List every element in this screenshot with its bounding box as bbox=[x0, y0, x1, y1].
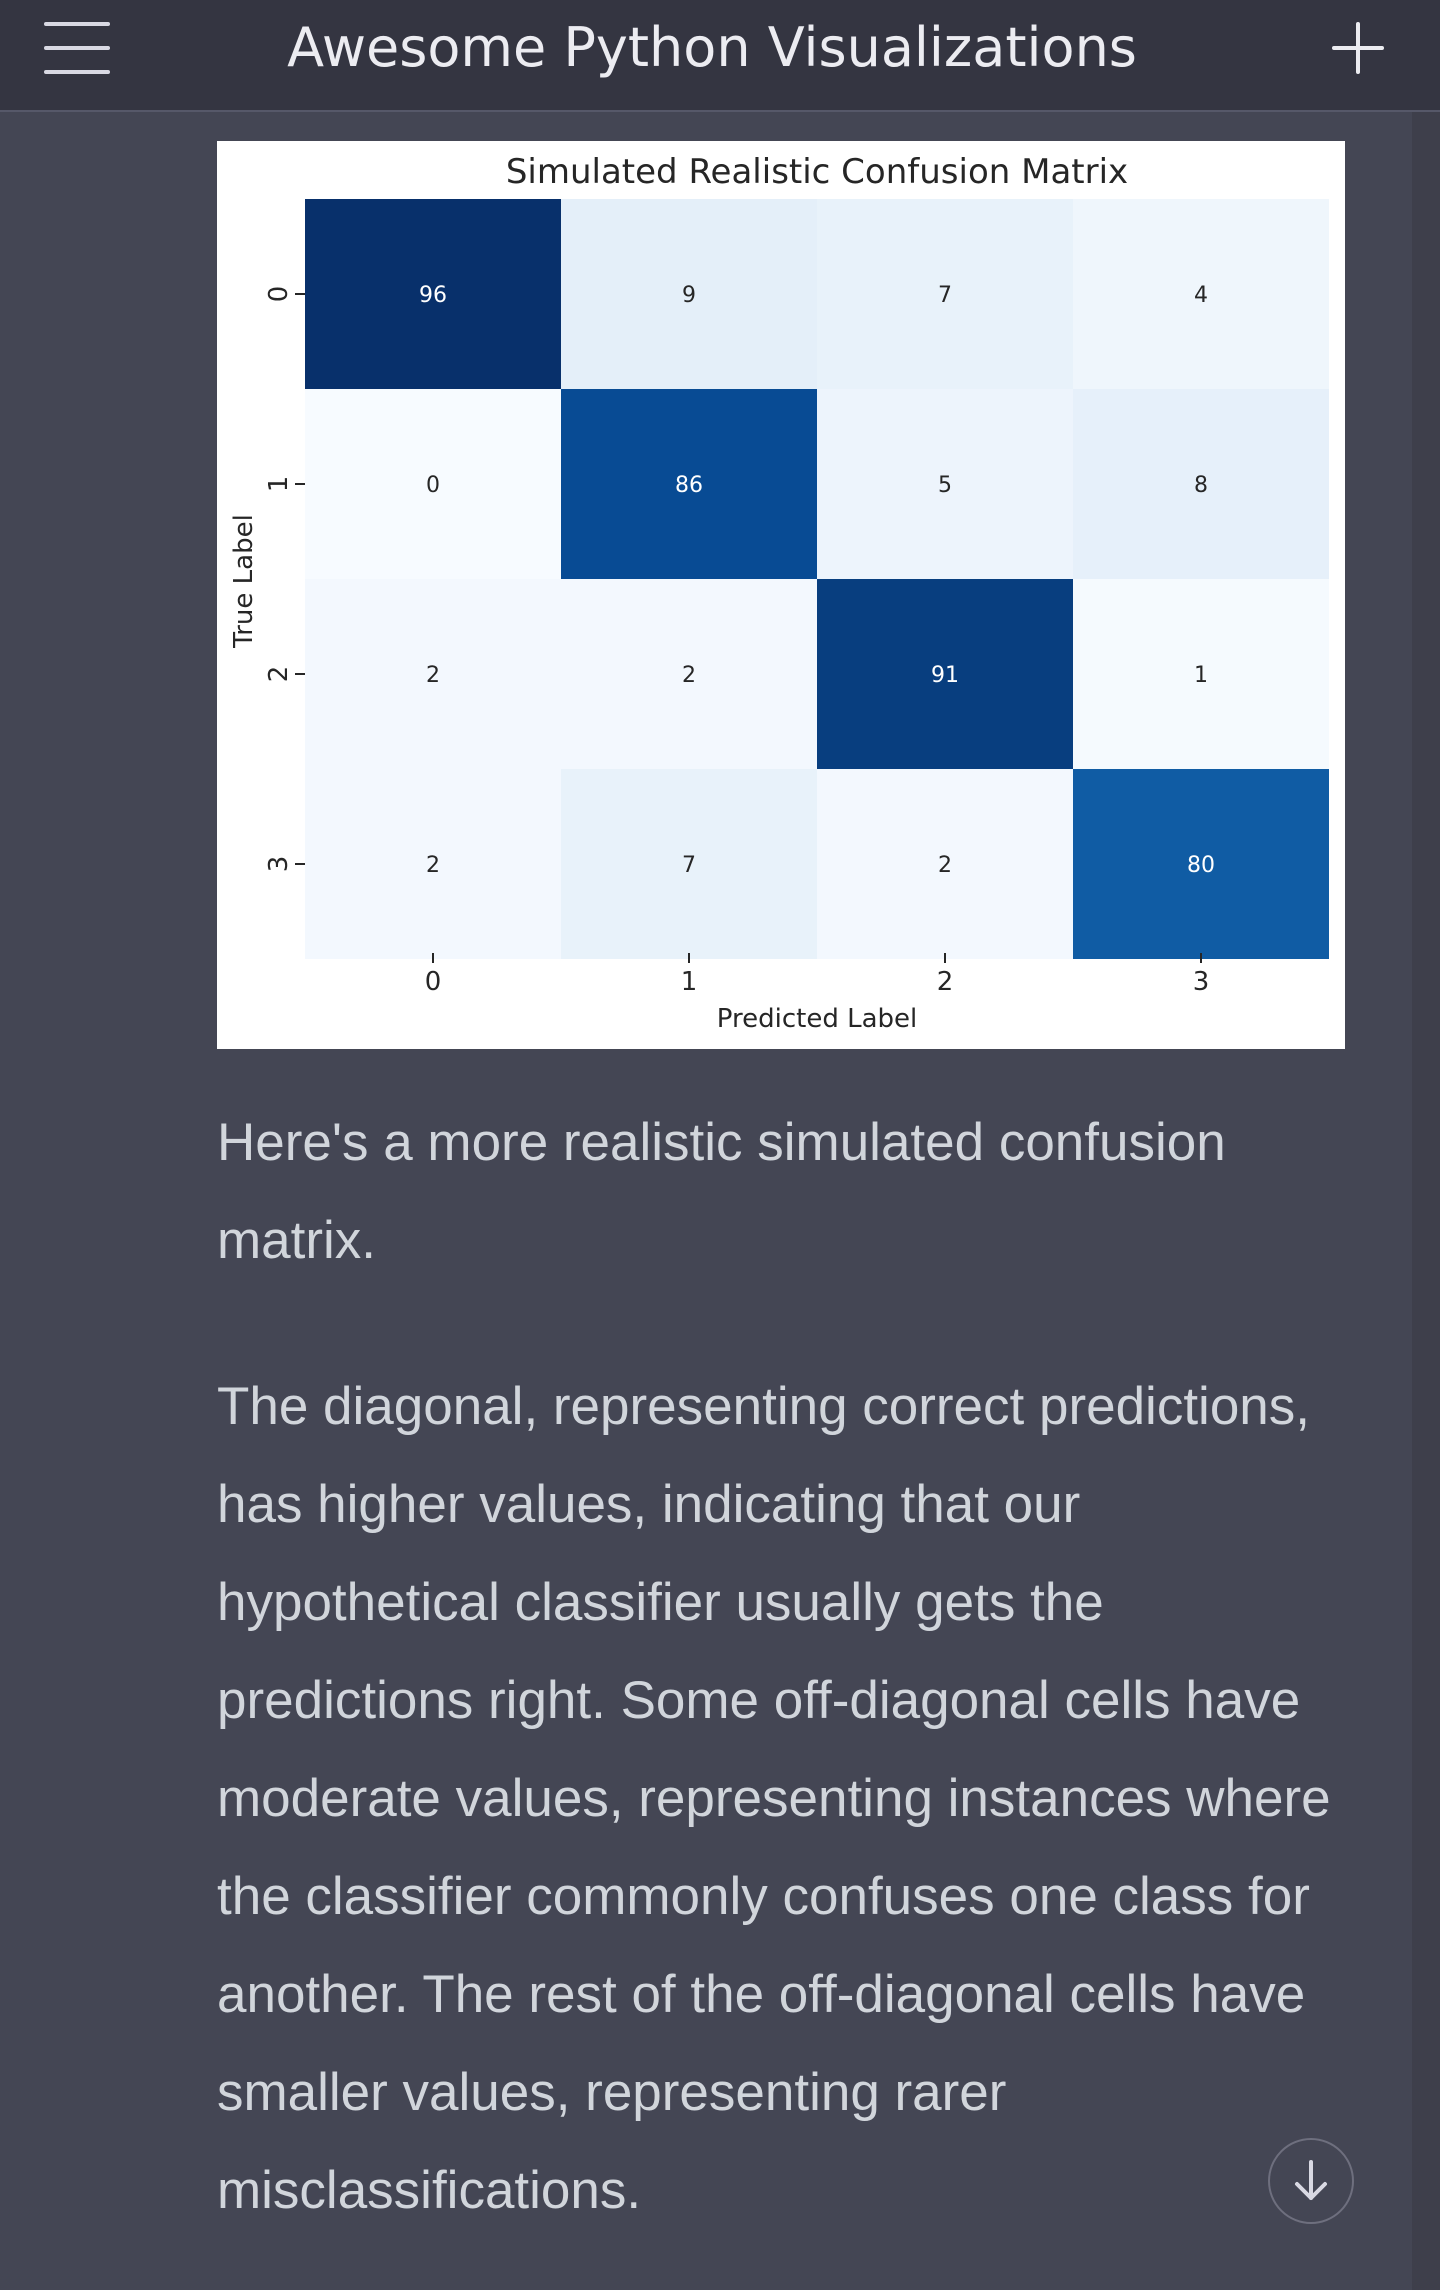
cell-value-label: 1 bbox=[1194, 663, 1208, 688]
axis-ticks: 0 1 2 3 0 1 2 3 bbox=[264, 286, 1209, 997]
heatmap-cell bbox=[305, 769, 561, 959]
cell-value-label: 0 bbox=[426, 473, 440, 498]
heatmap-cell bbox=[1073, 199, 1329, 389]
top-bar: Awesome Python Visualizations bbox=[0, 0, 1440, 112]
cell-value-label: 2 bbox=[682, 663, 696, 688]
cell-value-label: 7 bbox=[682, 853, 696, 878]
cell-value-label: 4 bbox=[1194, 283, 1208, 308]
heatmap-cell bbox=[817, 389, 1073, 579]
heatmap-cell bbox=[305, 389, 561, 579]
cell-value-label: 5 bbox=[938, 473, 952, 498]
confusion-matrix-chart: Simulated Realistic Confusion Matrix 96 9… bbox=[217, 141, 1345, 1049]
scroll-to-bottom-button[interactable] bbox=[1268, 2138, 1354, 2224]
chart-svg: Simulated Realistic Confusion Matrix 96 9… bbox=[229, 152, 1329, 1034]
heatmap-cell bbox=[817, 579, 1073, 769]
cell-value-label: 8 bbox=[1194, 473, 1208, 498]
heatmap-cell bbox=[561, 579, 817, 769]
y-axis-label: True Label bbox=[229, 514, 259, 649]
y-tick-label: 2 bbox=[264, 666, 294, 683]
heatmap-cell bbox=[561, 389, 817, 579]
y-tick-label: 3 bbox=[264, 856, 294, 873]
cell-value-label: 9 bbox=[682, 283, 696, 308]
x-tick-label: 3 bbox=[1193, 967, 1210, 997]
y-tick-label: 1 bbox=[264, 476, 294, 493]
heatmap-cell bbox=[305, 199, 561, 389]
cell-value-label: 80 bbox=[1187, 853, 1215, 878]
cell-value-label: 7 bbox=[938, 283, 952, 308]
scrollbar[interactable] bbox=[1412, 112, 1440, 2290]
y-tick-label: 0 bbox=[264, 286, 294, 303]
cell-value-label: 2 bbox=[426, 853, 440, 878]
heatmap-cell bbox=[305, 579, 561, 769]
x-tick-label: 1 bbox=[681, 967, 698, 997]
new-chat-button[interactable] bbox=[1320, 14, 1396, 82]
arrow-down-icon bbox=[1295, 2160, 1327, 2200]
message-paragraph-2: The diagonal, representing correct predi… bbox=[217, 1377, 1331, 2220]
chart-title: Simulated Realistic Confusion Matrix bbox=[506, 152, 1128, 192]
heatmap-cell bbox=[1073, 579, 1329, 769]
cell-value-label: 91 bbox=[931, 663, 959, 688]
x-tick-label: 2 bbox=[937, 967, 954, 997]
heatmap-cell bbox=[1073, 389, 1329, 579]
cell-value-label: 2 bbox=[938, 853, 952, 878]
cell-value-label: 86 bbox=[675, 473, 703, 498]
cell-value-label: 96 bbox=[419, 283, 447, 308]
heatmap-cell bbox=[1073, 769, 1329, 959]
heatmap-cell bbox=[817, 769, 1073, 959]
heatmap-cell bbox=[817, 199, 1073, 389]
heatmap-cells: 96 9 7 40 86 5 82 2 91 12 7 2 80 bbox=[305, 199, 1329, 959]
heatmap-cell bbox=[561, 199, 817, 389]
hamburger-menu-icon bbox=[44, 22, 110, 26]
x-tick-label: 0 bbox=[425, 967, 442, 997]
cell-value-label: 2 bbox=[426, 663, 440, 688]
x-axis-label: Predicted Label bbox=[717, 1004, 917, 1034]
message-paragraph-1: Here's a more realistic simulated confus… bbox=[217, 1113, 1226, 1270]
heatmap-cell bbox=[561, 769, 817, 959]
conversation-title: Awesome Python Visualizations bbox=[287, 16, 1137, 79]
menu-button[interactable] bbox=[40, 14, 114, 82]
